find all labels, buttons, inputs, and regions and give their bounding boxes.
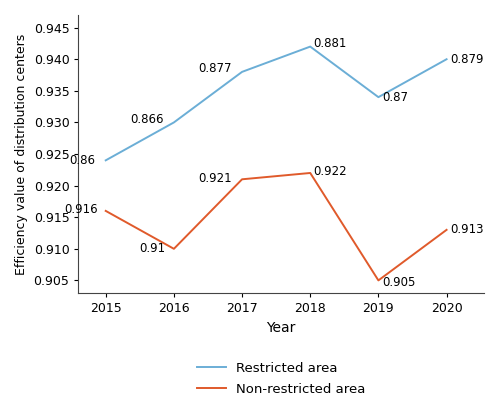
Text: 0.86: 0.86 [70, 154, 96, 167]
Legend: Restricted area, Non-restricted area: Restricted area, Non-restricted area [190, 355, 372, 403]
Text: 0.916: 0.916 [64, 203, 98, 216]
Text: 0.91: 0.91 [140, 242, 166, 255]
Restricted area [171, 120, 177, 125]
Restricted area [307, 44, 313, 49]
Y-axis label: Efficiency value of distribution centers: Efficiency value of distribution centers [15, 33, 28, 275]
Non-restricted area [376, 278, 382, 283]
Text: 0.87: 0.87 [382, 91, 408, 104]
Non-restricted area [171, 246, 177, 251]
Text: 0.922: 0.922 [314, 165, 348, 178]
Text: 0.879: 0.879 [450, 53, 484, 66]
Restricted area [444, 57, 450, 62]
Non-restricted area [307, 171, 313, 175]
Text: 0.877: 0.877 [198, 62, 232, 75]
Restricted area [239, 70, 245, 74]
Line: Non-restricted area: Non-restricted area [106, 173, 446, 280]
Non-restricted area [239, 177, 245, 182]
Restricted area [102, 158, 108, 163]
Text: 0.866: 0.866 [130, 113, 164, 126]
Restricted area [376, 95, 382, 100]
Text: 0.905: 0.905 [382, 276, 415, 289]
X-axis label: Year: Year [266, 321, 296, 335]
Text: 0.921: 0.921 [198, 171, 232, 184]
Text: 0.881: 0.881 [314, 37, 347, 50]
Non-restricted area [102, 208, 108, 213]
Non-restricted area [444, 228, 450, 232]
Text: 0.913: 0.913 [450, 223, 484, 236]
Line: Restricted area: Restricted area [106, 46, 446, 160]
